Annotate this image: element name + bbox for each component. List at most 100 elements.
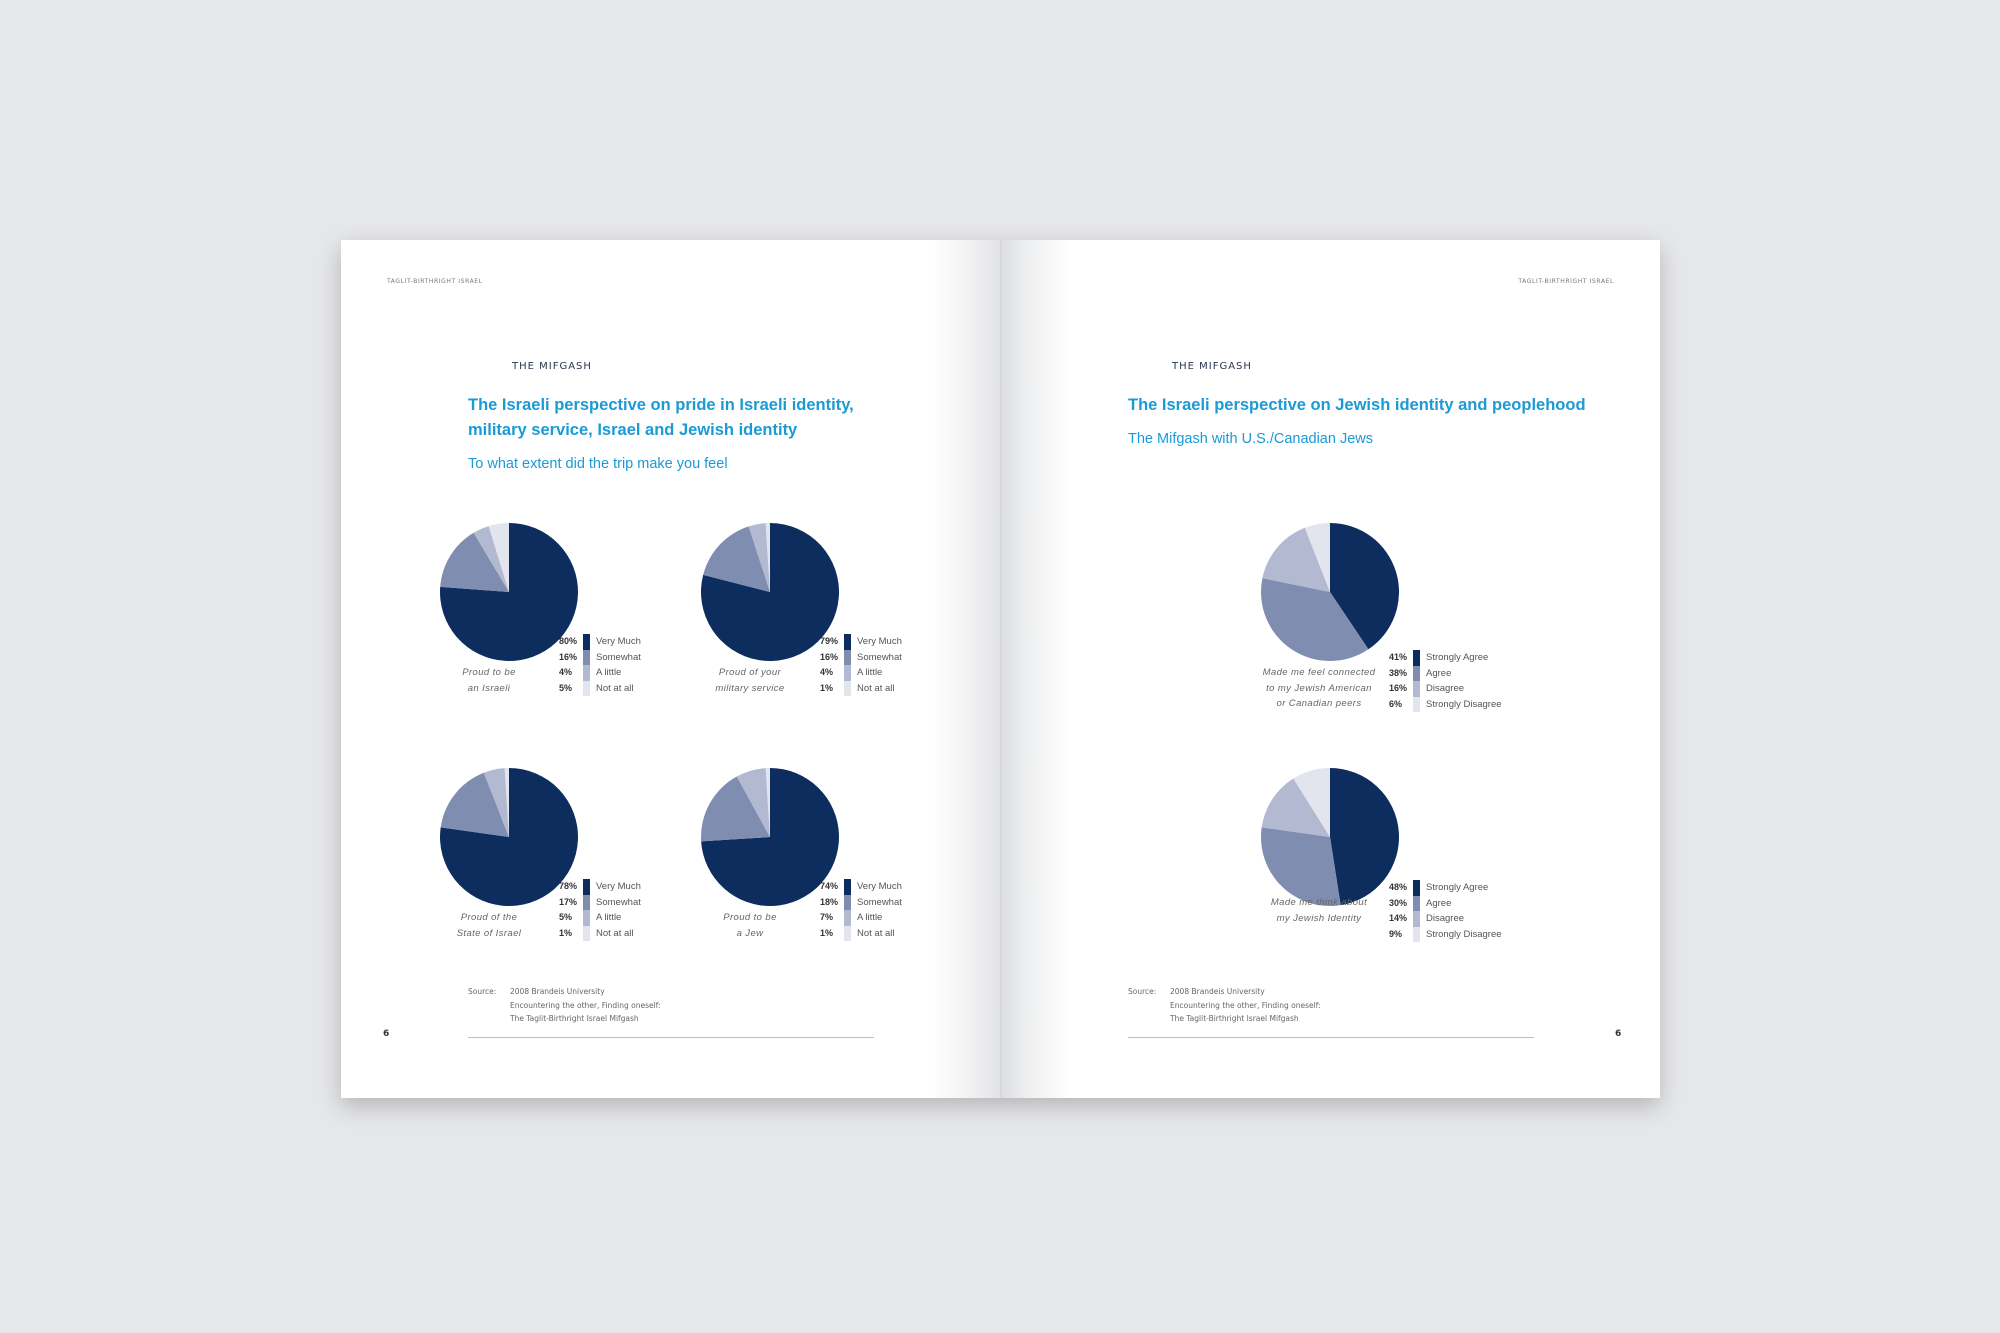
legend-swatch <box>583 894 590 910</box>
legend-swatch <box>1413 895 1420 911</box>
pie-legend: 74% Very Much 18% Somewhat 7% A little 1% Not a… <box>820 879 902 941</box>
running-head: TAGLIT-BIRTHRIGHT ISRAEL <box>1518 278 1614 285</box>
data-label: 5% <box>559 912 573 922</box>
legend-swatch <box>583 634 590 650</box>
legend-swatch <box>583 665 590 681</box>
legend-row: 1% Not at all <box>820 680 902 696</box>
legend-swatch <box>1413 681 1420 697</box>
legend-swatch <box>844 634 851 650</box>
caption-line: to my Jewish American <box>1266 682 1372 694</box>
legend-label: A little <box>596 912 622 923</box>
pie-legend: 48% Strongly Agree 30% Agree 14% Disagree 9% St… <box>1389 880 1502 942</box>
title-line: The Israeli perspective on pride in Isra… <box>468 396 854 414</box>
source-line: Encountering the other, Finding oneself: <box>510 1000 661 1010</box>
data-label: 38% <box>1389 667 1408 678</box>
pie-chart <box>1261 768 1399 906</box>
legend-swatch <box>583 925 590 941</box>
legend-row: 17% Somewhat <box>559 894 641 910</box>
source-label: Source: <box>1128 987 1157 996</box>
data-label: 1% <box>820 682 834 693</box>
data-label: 74% <box>820 881 839 891</box>
legend-row: 80% Very Much <box>559 634 641 650</box>
caption-line: Proud to be <box>462 667 516 678</box>
legend-row: 5% A little <box>559 910 641 926</box>
legend-label: Strongly Disagree <box>1426 698 1502 710</box>
pie-slice-a-little <box>748 523 770 592</box>
legend-swatch <box>1413 911 1420 927</box>
data-label: 78% <box>559 881 578 891</box>
pie-slice-somewhat <box>701 776 770 842</box>
page-number: 6 <box>383 1029 390 1039</box>
legend-label: Strongly Agree <box>1426 882 1489 893</box>
caption-line: Proud to be <box>723 912 777 923</box>
legend-swatch <box>1413 696 1420 712</box>
pie-chart <box>440 768 578 906</box>
legend-label: Disagree <box>1426 683 1465 694</box>
data-label: 79% <box>820 636 839 646</box>
data-label: 16% <box>559 651 578 662</box>
legend-swatch <box>844 925 851 941</box>
data-label: 17% <box>559 896 578 907</box>
legend-row: 14% Disagree <box>1389 911 1502 927</box>
legend-label: Not at all <box>596 682 634 694</box>
legend-label: Not at all <box>596 927 634 939</box>
legend-row: 16% Somewhat <box>820 649 902 665</box>
page-subtitle: To what extent did the trip make you fee… <box>468 456 728 472</box>
legend-row: 9% Strongly Disagree <box>1389 926 1502 942</box>
pie-slice-a-little <box>483 768 509 837</box>
legend-swatch <box>844 894 851 910</box>
legend-row: 79% Very Much <box>820 634 902 650</box>
pie-slice-somewhat <box>440 532 509 592</box>
legend-row: 1% Not at all <box>559 925 641 941</box>
pie-caption: Proud of your military service <box>688 665 812 696</box>
data-label: 7% <box>820 912 834 922</box>
pie-slice-a-little <box>473 526 509 592</box>
data-label: 1% <box>820 927 834 938</box>
pie-slice-very-much <box>440 523 578 661</box>
legend-swatch <box>844 879 851 895</box>
data-label: 48% <box>1389 882 1408 892</box>
pie-caption: Proud to be an Israeli <box>427 665 551 696</box>
pie-slice-agree <box>1261 827 1341 906</box>
legend-row: 5% Not at all <box>559 680 641 696</box>
pie-chart <box>701 768 839 906</box>
caption-line: a Jew <box>736 927 764 939</box>
legend-swatch <box>1413 665 1420 681</box>
legend-label: A little <box>596 667 622 678</box>
pie-chart <box>440 523 578 661</box>
legend-label: Somewhat <box>857 651 902 663</box>
pie-caption: Proud of the State of Israel <box>427 910 551 941</box>
caption-line: my Jewish Identity <box>1276 912 1362 924</box>
pie-caption: Proud to be a Jew <box>688 910 812 941</box>
page-title: The Israeli perspective on Jewish identi… <box>1128 396 1586 414</box>
legend-label: Not at all <box>857 927 895 939</box>
legend-label: Very Much <box>596 636 641 647</box>
legend-row: 48% Strongly Agree <box>1389 880 1502 896</box>
legend-label: Strongly Agree <box>1426 652 1489 663</box>
running-head: TAGLIT-BIRTHRIGHT ISRAEL <box>387 278 483 285</box>
pie-chart <box>1261 523 1399 661</box>
legend-label: Agree <box>1426 667 1452 679</box>
legend-row: 6% Strongly Disagree <box>1389 696 1502 712</box>
source-note: Source: 2008 Brandeis University Encount… <box>1128 985 1388 1030</box>
legend-row: 1% Not at all <box>820 925 902 941</box>
legend-row: 41% Strongly Agree <box>1389 650 1502 666</box>
legend-row: 18% Somewhat <box>820 894 902 910</box>
source-text: 2008 Brandeis University Encountering th… <box>510 985 710 1026</box>
pie-caption: Made me think about my Jewish Identity <box>1257 895 1381 926</box>
brochure-spread: TAGLIT-BIRTHRIGHT ISRAEL THE MIFGASH The… <box>341 240 1660 1098</box>
pie-legend: 79% Very Much 16% Somewhat 4% A little 1% Not a… <box>820 634 902 696</box>
legend-swatch <box>844 665 851 681</box>
page-subtitle: The Mifgash with U.S./Canadian Jews <box>1128 431 1373 447</box>
source-note: Source: 2008 Brandeis University Encount… <box>468 985 728 1030</box>
pie-slice-disagree <box>1262 527 1330 592</box>
legend-row: 7% A little <box>820 910 902 926</box>
caption-line: Proud of the <box>460 912 518 923</box>
data-label: 5% <box>559 682 573 693</box>
legend-label: A little <box>857 912 883 923</box>
page-number: 6 <box>1615 1029 1622 1039</box>
data-label: 1% <box>559 927 573 938</box>
source-line: Encountering the other, Finding oneself: <box>1170 1000 1321 1010</box>
pie-slice-somewhat <box>440 772 509 837</box>
legend-row: 4% A little <box>820 665 902 681</box>
